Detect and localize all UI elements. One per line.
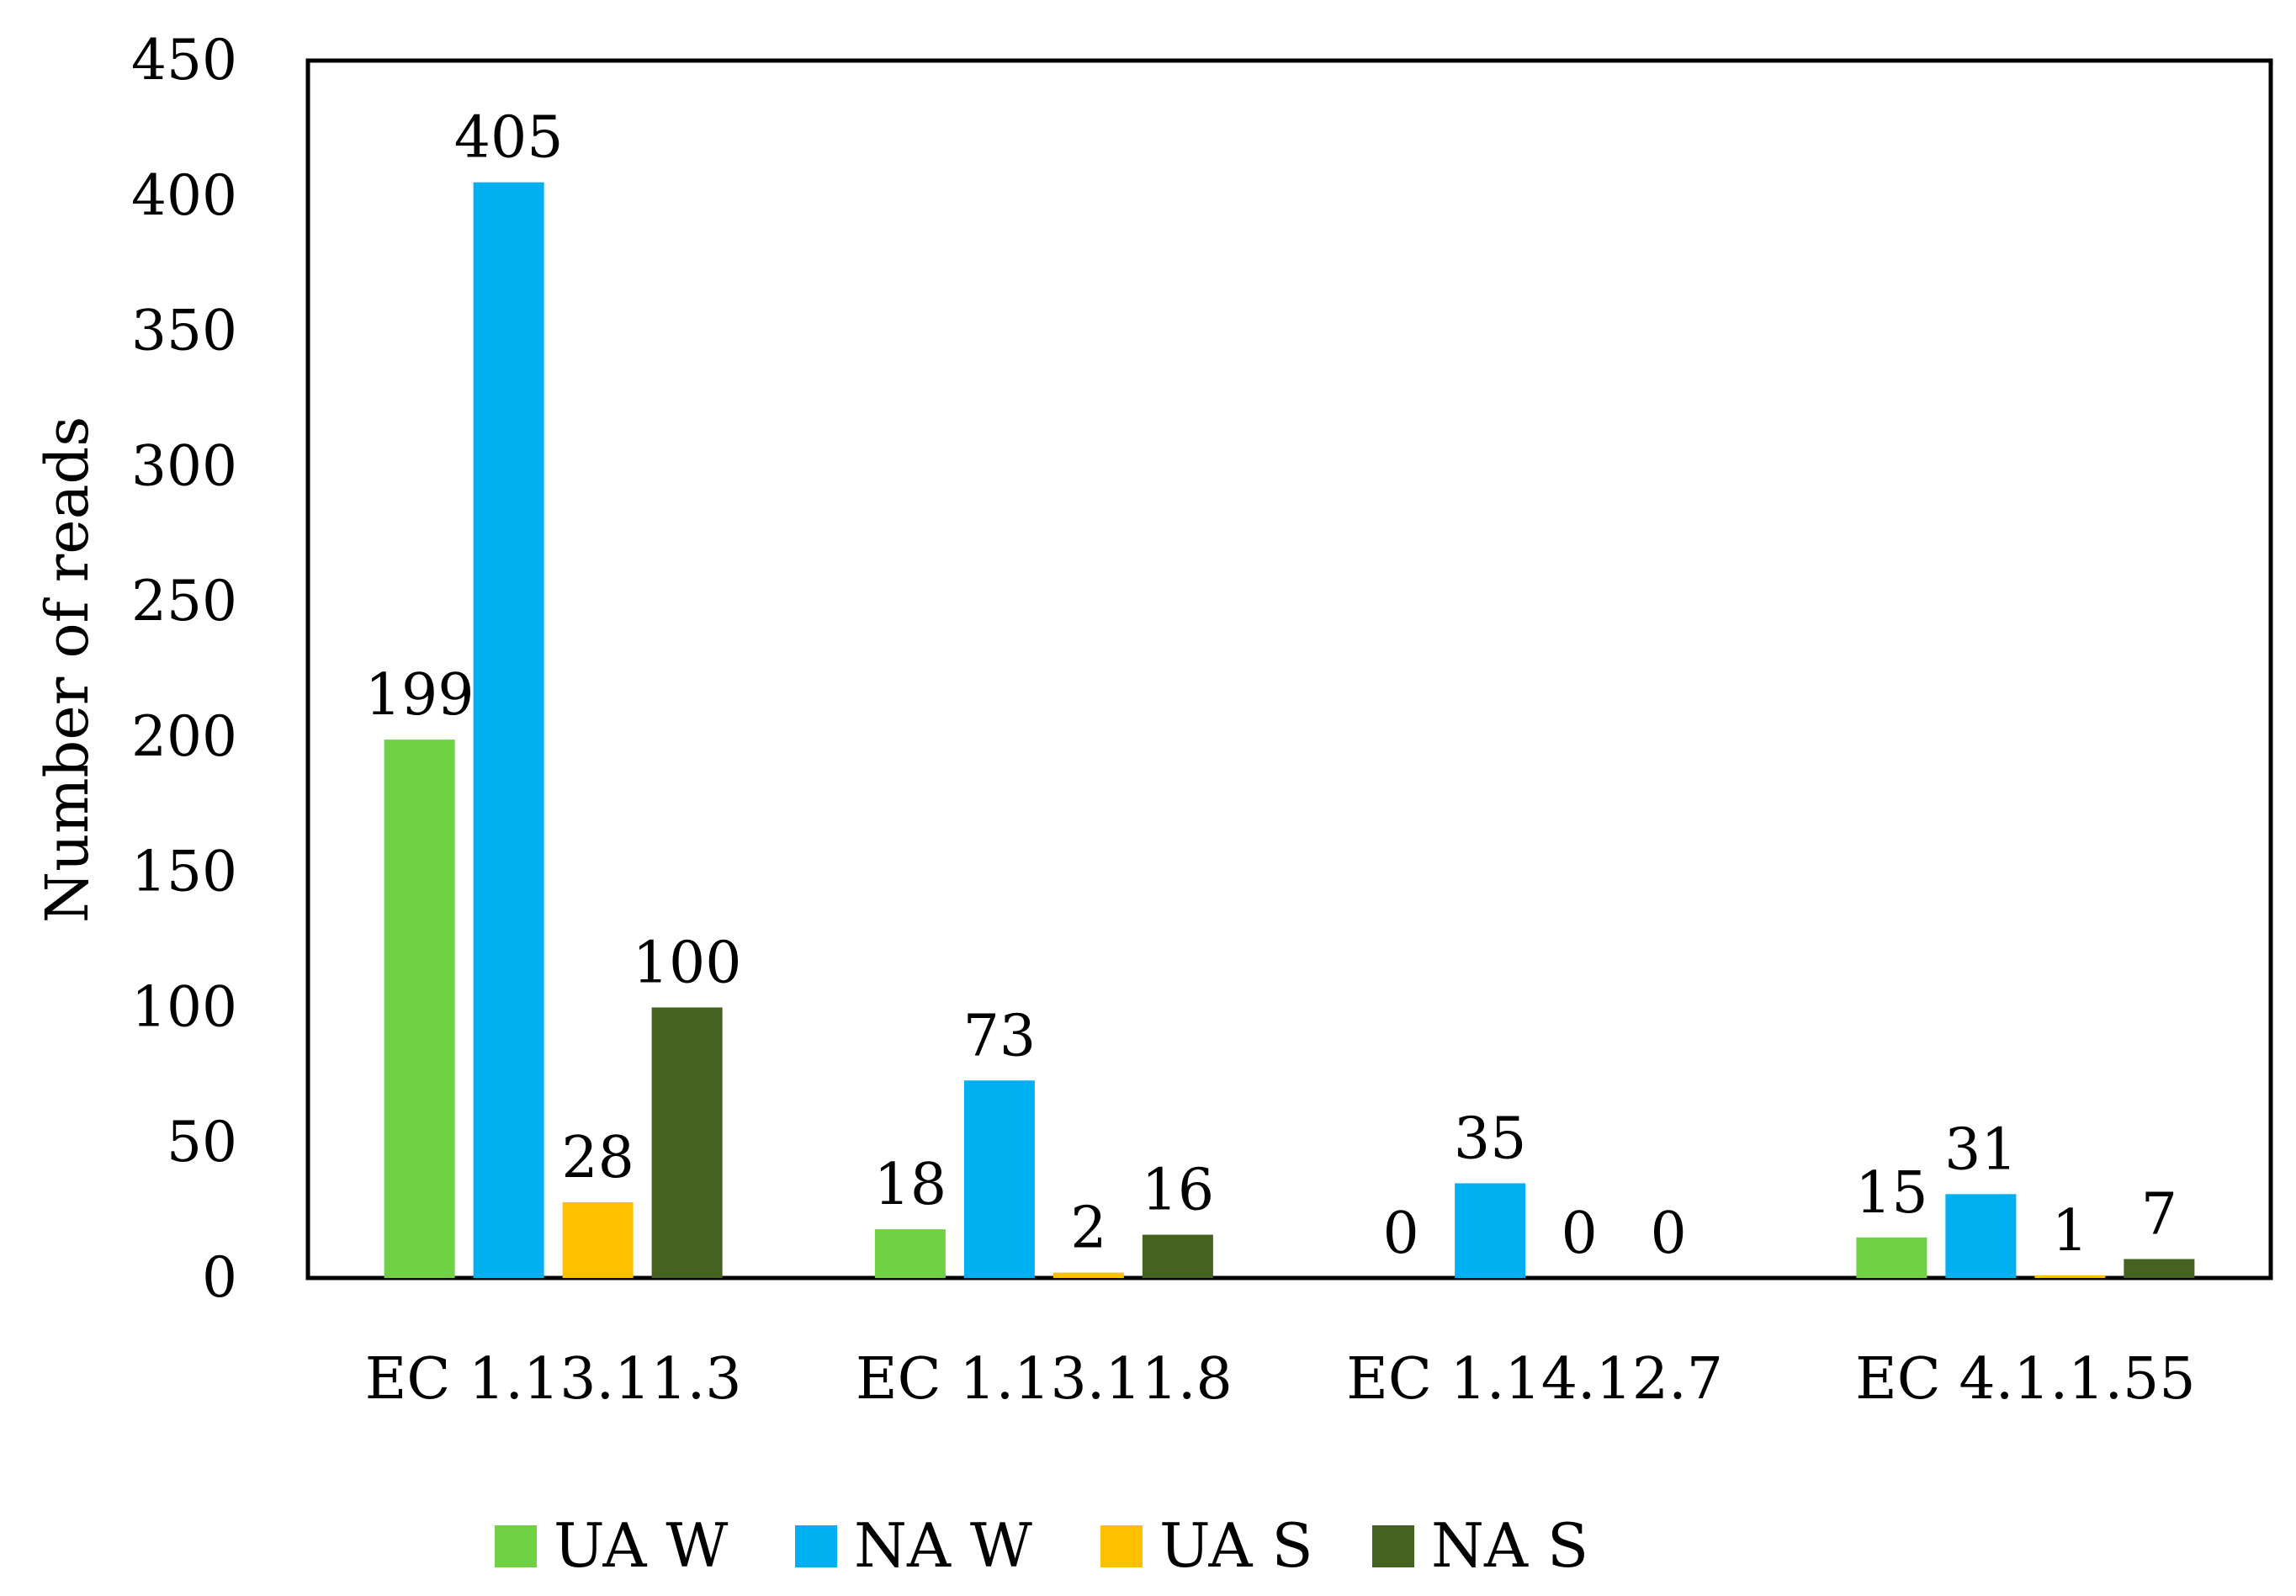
bar-na-w-2	[963, 1080, 1035, 1278]
category-label-1: EC 1.13.11.3	[365, 1346, 742, 1413]
legend-label-ua-s: UA S	[1159, 1510, 1313, 1581]
data-label-ua-w-3: 0	[1382, 1201, 1418, 1267]
legend-swatch-na-w	[795, 1525, 837, 1567]
bar-na-w-4	[1945, 1194, 2017, 1278]
category-label-4: EC 4.1.1.55	[1855, 1346, 2195, 1413]
y-tick-label-0: 0	[202, 1245, 237, 1310]
data-label-ua-s-3: 0	[1561, 1201, 1597, 1267]
data-label-na-s-2: 16	[1142, 1158, 1215, 1224]
data-label-ua-s-1: 28	[561, 1125, 634, 1191]
y-tick-label-200: 200	[131, 704, 237, 769]
y-tick-label-250: 250	[131, 569, 237, 634]
y-tick-label-350: 350	[131, 299, 237, 363]
data-label-na-w-1: 405	[454, 105, 564, 172]
bar-ua-w-2	[874, 1229, 946, 1278]
legend: UA W NA W UA S NA S	[495, 1510, 1588, 1581]
data-label-ua-s-2: 2	[1070, 1196, 1106, 1262]
bar-ua-s-4	[2034, 1275, 2106, 1278]
legend-swatch-ua-s	[1100, 1525, 1143, 1567]
y-tick-label-400: 400	[131, 163, 237, 228]
legend-swatch-na-s	[1372, 1525, 1414, 1567]
data-label-na-w-4: 31	[1944, 1116, 2018, 1183]
y-tick-label-300: 300	[131, 433, 237, 498]
data-label-ua-w-4: 15	[1855, 1160, 1928, 1227]
y-tick-label-150: 150	[131, 840, 237, 904]
category-label-3: EC 1.14.12.7	[1346, 1346, 1723, 1413]
plot-area	[305, 58, 2273, 1281]
bars	[384, 182, 2195, 1279]
bar-ua-s-1	[562, 1201, 634, 1278]
bar-na-w-3	[1455, 1183, 1526, 1278]
category-labels: EC 1.13.11.3 EC 1.13.11.8 EC 1.14.12.7 EC 4…	[365, 1346, 2196, 1413]
bar-ua-w-4	[1856, 1237, 1927, 1278]
y-axis-label: Number of reads	[33, 416, 102, 923]
y-tick-label-450: 450	[131, 28, 237, 93]
bar-na-s-4	[2124, 1259, 2195, 1278]
data-label-ua-w-1: 199	[365, 662, 475, 729]
legend-swatch-ua-w	[495, 1525, 537, 1567]
bar-ua-s-2	[1053, 1272, 1124, 1278]
legend-label-ua-w: UA W	[554, 1510, 728, 1581]
bar-ua-w-1	[384, 740, 455, 1278]
data-label-na-s-3: 0	[1650, 1201, 1686, 1267]
bar-na-s-1	[651, 1007, 723, 1278]
data-label-ua-s-4: 1	[2052, 1198, 2088, 1265]
y-tick-label-100: 100	[131, 974, 237, 1039]
plot-frame	[305, 58, 2273, 1281]
data-label-na-s-4: 7	[2141, 1181, 2177, 1248]
legend-label-na-s: NA S	[1431, 1510, 1588, 1581]
y-tick-label-50: 50	[167, 1110, 237, 1174]
bar-na-s-2	[1142, 1234, 1213, 1278]
category-label-2: EC 1.13.11.8	[856, 1346, 1233, 1413]
data-label-na-w-3: 35	[1454, 1106, 1527, 1172]
y-axis-ticks: 0 50 100 150 200 250 300 350 400 450	[131, 28, 237, 1310]
legend-label-na-w: NA W	[854, 1510, 1032, 1581]
data-label-ua-w-2: 18	[874, 1152, 947, 1218]
data-label-na-w-2: 73	[963, 1003, 1037, 1069]
bar-na-w-1	[473, 182, 544, 1279]
data-label-na-s-1: 100	[633, 930, 742, 996]
